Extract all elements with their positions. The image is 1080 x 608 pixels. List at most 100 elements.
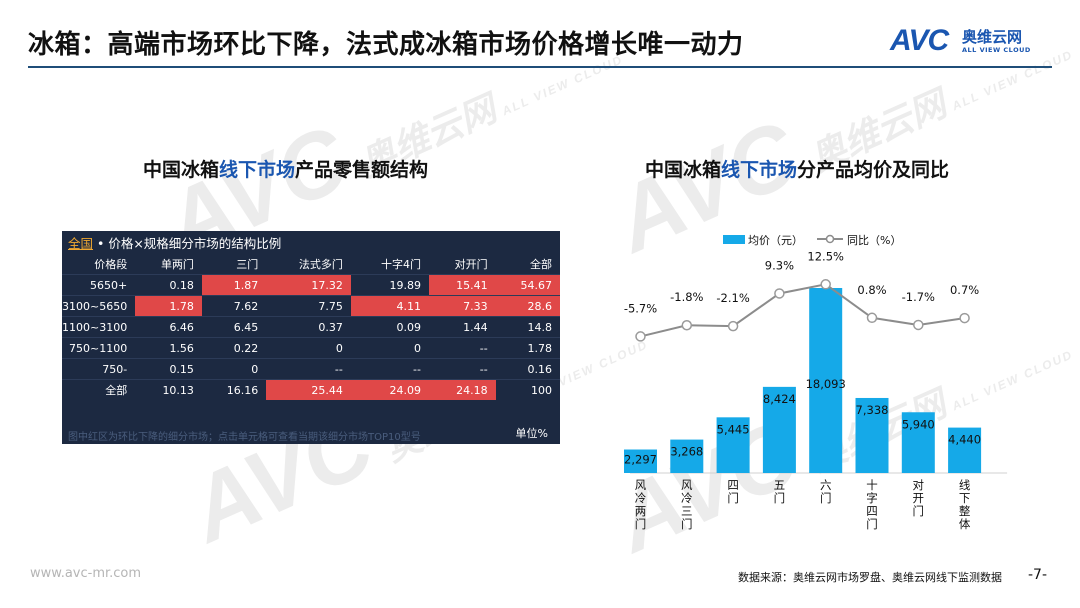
category-label: 对开门 — [913, 478, 925, 518]
column-header: 对开门 — [454, 258, 488, 271]
table-row: 3100~5650 1.78 7.62 7.75 4.11 7.33 28.6 — [62, 295, 560, 317]
row-label: 3100~5650 — [62, 295, 136, 317]
table-cell[interactable]: 7.33 — [428, 295, 496, 317]
bar — [716, 417, 750, 473]
table-cell[interactable]: 1.44 — [428, 316, 496, 338]
table-cell[interactable]: 0.18 — [135, 274, 202, 296]
table-cell[interactable]: 0 — [350, 337, 429, 359]
table-cell[interactable]: 1.78 — [135, 295, 202, 317]
bar-value-label: 5,445 — [717, 422, 750, 436]
legend-bar-label: 均价（元） — [748, 234, 803, 247]
avc-logo: AVC 奥维云网 ALL VIEW CLOUD — [890, 24, 1060, 58]
table-cell[interactable]: 1.78 — [495, 337, 560, 359]
table-cell[interactable]: -- — [350, 358, 429, 380]
table-cell[interactable]: 24.09 — [350, 379, 429, 400]
table-unit: 单位% — [515, 427, 548, 440]
page-number: -7- — [1028, 567, 1048, 583]
yoy-line — [640, 283, 965, 338]
table-note: 图中红区为环比下降的细分市场；点击单元格可查看当期该细分市场TOP10型号 — [68, 432, 421, 443]
category-label: 风冷三门 — [681, 478, 693, 531]
table-cell[interactable]: 25.44 — [266, 379, 351, 400]
yoy-label: 0.7% — [950, 283, 979, 297]
column-header: 法式多门 — [298, 258, 343, 271]
bar — [855, 397, 889, 473]
bar — [762, 386, 796, 473]
table-row: 750- 0.15 0 -- -- -- 0.16 — [62, 358, 560, 380]
table-header: 全国 • 价格×规格细分市场的结构比例 — [68, 236, 282, 251]
table-row: 全部 10.13 16.16 25.44 24.09 24.18 100 — [62, 379, 560, 400]
category-label: 五门 — [774, 478, 786, 505]
yoy-label: -5.7% — [624, 301, 657, 315]
yoy-label: 12.5% — [807, 249, 844, 263]
logo-en: ALL VIEW CLOUD — [962, 46, 1031, 54]
bar-value-label: 5,940 — [902, 417, 935, 431]
table-cell[interactable]: 15.41 — [428, 274, 496, 296]
category-label: 四门 — [727, 478, 739, 505]
structure-table: 价格段 单两门 三门 法式多门 十字4门 对开门 全部 5650+ 0.18 1.87 17.32… — [62, 254, 560, 400]
bar-value-label: 7,338 — [856, 403, 889, 417]
chart-title: 中国冰箱线下市场分产品均价及同比 — [645, 159, 950, 181]
logo-mark: AVC — [890, 24, 949, 57]
table-cell[interactable]: 4.11 — [350, 295, 429, 317]
column-header: 价格段 — [94, 258, 128, 271]
table-cell[interactable]: 17.32 — [266, 274, 351, 296]
table-cell[interactable]: 14.8 — [495, 316, 560, 338]
category-label: 线下整体 — [959, 478, 971, 531]
table-cell[interactable]: 0.37 — [266, 316, 351, 338]
table-cell[interactable]: 0.22 — [201, 337, 267, 359]
table-cell[interactable]: 19.89 — [350, 274, 429, 296]
price-chart: 均价（元） 同比（%） 2,297 3,268 5,445 8,424 18,093 7,33… — [624, 234, 1008, 531]
table-row: 750~1100 1.56 0.22 0 0 -- 1.78 — [62, 337, 560, 359]
table-cell[interactable]: 100 — [495, 379, 560, 400]
category-label: 风冷两门 — [635, 478, 647, 531]
column-header: 单两门 — [160, 258, 194, 271]
table-cell[interactable]: 6.45 — [201, 316, 267, 338]
bar-value-label: 8,424 — [763, 392, 796, 406]
table-section-title: 中国冰箱线下市场产品零售额结构 — [143, 159, 429, 181]
table-cell[interactable]: 54.67 — [495, 274, 560, 296]
row-label: 1100~3100 — [62, 316, 136, 338]
row-label: 5650+ — [62, 274, 136, 296]
table-cell[interactable]: 0 — [266, 337, 351, 359]
yoy-label: -1.7% — [902, 290, 935, 304]
table-cell[interactable]: 24.18 — [428, 379, 496, 400]
table-cell[interactable]: -- — [266, 358, 351, 380]
table-cell[interactable]: 1.56 — [135, 337, 202, 359]
data-source: 数据来源：奥维云网市场罗盘、奥维云网线下监测数据 — [738, 571, 1002, 584]
table-cell[interactable]: -- — [428, 358, 496, 380]
yoy-label: 0.8% — [857, 283, 886, 297]
table-cell[interactable]: 0.15 — [135, 358, 202, 380]
category-label: 六门 — [820, 478, 832, 505]
logo-cn: 奥维云网 — [962, 28, 1023, 46]
website: www.avc-mr.com — [30, 566, 142, 581]
table-row: 1100~3100 6.46 6.45 0.37 0.09 1.44 14.8 — [62, 316, 560, 338]
table-cell[interactable]: 7.75 — [266, 295, 351, 317]
page-title: 冰箱：高端市场环比下降，法式成冰箱市场价格增长唯一动力 — [28, 30, 744, 60]
yoy-label: 9.3% — [765, 258, 794, 272]
column-header: 全部 — [530, 258, 552, 271]
table-cell[interactable]: 0.16 — [495, 358, 560, 380]
table-cell[interactable]: -- — [428, 337, 496, 359]
table-cell[interactable]: 28.6 — [495, 295, 560, 317]
bar-value-label: 18,093 — [806, 377, 846, 391]
table-cell[interactable]: 6.46 — [135, 316, 202, 338]
table-cell[interactable]: 1.87 — [201, 274, 267, 296]
yoy-label: -2.1% — [716, 291, 749, 305]
yoy-label: -1.8% — [670, 290, 703, 304]
yoy-point — [681, 319, 693, 331]
structure-table-panel: 全国 • 价格×规格细分市场的结构比例 价格段 单两门 三门 法式多门 十字4门 对开门全… — [62, 231, 560, 444]
yoy-point — [959, 312, 970, 324]
yoy-point — [913, 319, 924, 331]
table-cell[interactable]: 0 — [201, 358, 267, 380]
table-cell[interactable]: 16.16 — [201, 379, 267, 400]
legend-line-label: 同比（%） — [847, 234, 901, 247]
bar-value-label: 4,440 — [948, 433, 981, 447]
region-link[interactable]: 全国 — [68, 236, 94, 251]
category-label: 十字四门 — [866, 478, 878, 531]
bar — [624, 449, 657, 473]
bar-value-label: 3,268 — [670, 445, 703, 459]
table-cell[interactable]: 0.09 — [350, 316, 429, 338]
table-cell[interactable]: 10.13 — [135, 379, 202, 400]
table-cell[interactable]: 7.62 — [201, 295, 267, 317]
bar-value-label: 2,297 — [624, 453, 657, 467]
